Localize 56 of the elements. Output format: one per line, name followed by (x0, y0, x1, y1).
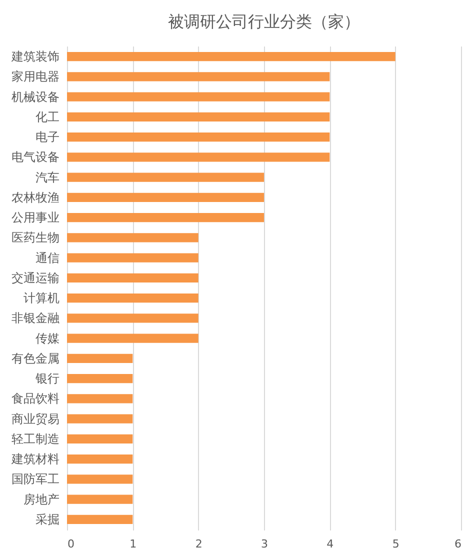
x-tick-label: 0 (68, 538, 74, 550)
bar (67, 414, 133, 424)
y-tick-label: 非银金融 (12, 311, 60, 326)
y-tick-label: 农林牧渔 (12, 190, 60, 204)
bar (67, 354, 133, 363)
y-tick-label: 机械设备 (12, 90, 60, 104)
bar (67, 474, 133, 484)
x-tick-label: 4 (326, 538, 334, 550)
y-tick-label: 计算机 (24, 291, 60, 306)
y-tick-label: 汽车 (36, 170, 60, 184)
bar (67, 374, 133, 384)
bar (67, 192, 264, 202)
y-tick-label: 医药生物 (12, 230, 60, 245)
bar (67, 92, 330, 102)
bar (67, 394, 133, 404)
y-tick-label: 采掘 (36, 512, 60, 526)
bar (67, 334, 198, 343)
y-tick-label: 交通运输 (12, 270, 60, 285)
bar (67, 273, 198, 282)
y-tick-label: 家用电器 (12, 70, 60, 84)
y-tick-label: 公用事业 (12, 210, 60, 225)
bar (67, 52, 396, 62)
bar (67, 494, 133, 504)
y-tick-label: 电子 (36, 130, 60, 144)
y-tick-label: 有色金属 (12, 351, 60, 366)
x-tick-label: 3 (261, 538, 268, 550)
x-tick-label: 1 (130, 538, 137, 550)
bar (67, 233, 198, 242)
bar (67, 253, 198, 262)
y-tick-label: 商业贸易 (12, 412, 60, 426)
y-tick-label: 轻工制造 (12, 432, 60, 446)
y-tick-label: 房地产 (24, 492, 60, 506)
x-tick-label: 2 (195, 538, 202, 550)
bar (67, 514, 133, 524)
bar (67, 72, 330, 82)
y-tick-label: 传媒 (36, 331, 60, 346)
x-tick-label: 5 (392, 538, 400, 550)
y-tick-label: 建筑装饰 (10, 50, 60, 64)
y-tick-label: 电气设备 (12, 150, 60, 164)
y-tick-label: 国防军工 (12, 472, 60, 486)
y-tick-label: 银行 (34, 372, 60, 386)
bar (67, 454, 133, 464)
bar (67, 112, 330, 122)
bar (67, 294, 198, 303)
bar (67, 434, 133, 444)
bar (67, 132, 330, 142)
bar (67, 314, 198, 323)
bar (67, 172, 264, 182)
y-tick-label: 化工 (36, 110, 60, 124)
bar (67, 152, 330, 162)
x-tick-label: 6 (454, 538, 462, 550)
y-tick-label: 建筑材料 (10, 452, 60, 466)
y-tick-label: 通信 (36, 250, 60, 265)
chart-title: 被调研公司行业分类（家） (168, 12, 360, 31)
y-tick-label: 食品饮料 (12, 392, 60, 406)
bar (67, 213, 264, 222)
